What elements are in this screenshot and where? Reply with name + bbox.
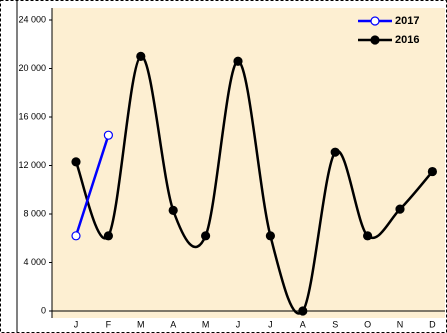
y-tick-label: 4 000 [23,257,46,267]
x-tick-label: O [364,319,371,329]
marker [168,205,178,215]
marker [201,231,211,241]
series-line [74,134,110,237]
x-tick-label: J [268,319,273,329]
plot-area [52,8,445,318]
x-tick-label: F [106,319,112,329]
marker [103,231,114,241]
marker [233,56,243,66]
legend-marker [370,16,380,26]
legend-label: 2016 [395,34,419,46]
y-tick-label: 20 000 [18,63,46,73]
x-tick-label: N [397,319,404,329]
y-tick-label: 24 000 [18,14,46,24]
marker [71,231,81,241]
legend-marker [370,35,380,45]
x-tick-label: J [74,319,79,329]
x-tick-label: M [137,319,145,329]
marker [330,147,340,157]
x-tick-label: S [332,319,338,329]
x-tick-label: M [202,319,210,329]
y-tick-label: 0 [41,305,46,315]
marker [363,231,373,241]
marker [265,231,275,241]
marker [427,166,437,177]
marker [71,157,81,167]
x-tick-label: D [429,319,436,329]
y-tick-label: 8 000 [23,208,46,218]
legend-label: 2017 [395,15,419,27]
x-tick-label: A [170,319,176,329]
marker [298,306,308,316]
x-tick-label: J [236,319,241,329]
y-tick-label: 12 000 [18,160,46,170]
x-tick-label: A [300,319,306,329]
marker [395,204,405,214]
y-tick-label: 16 000 [18,111,46,121]
marker [103,130,114,140]
marker [136,51,146,61]
